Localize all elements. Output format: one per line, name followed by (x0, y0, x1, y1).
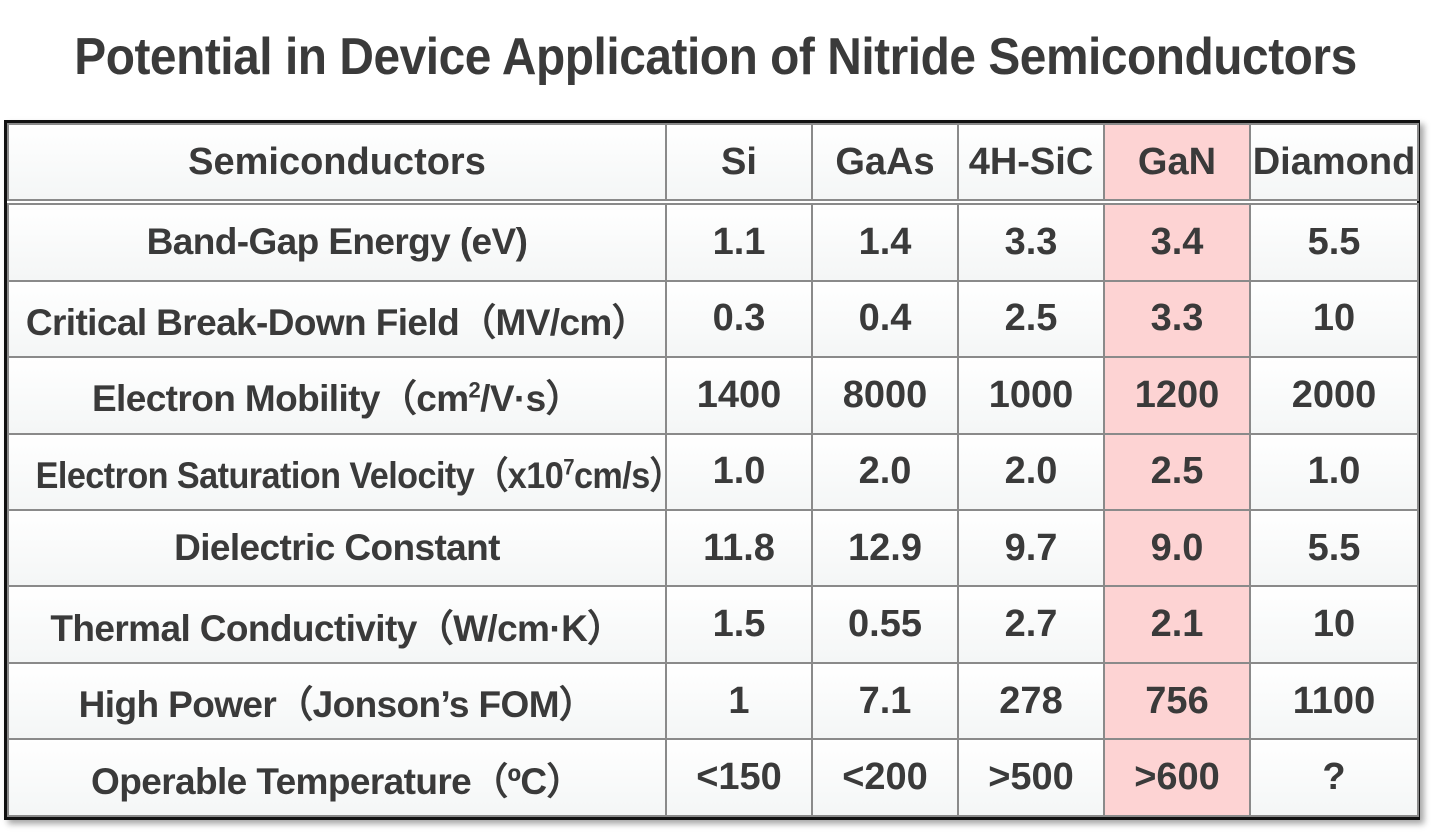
row-label-unit: cm/s） (573, 454, 664, 496)
cell-gaas: 2.0 (811, 432, 959, 511)
cell-gan: 3.3 (1103, 279, 1251, 359)
row-label: High Power（Jonson’s FOM） (7, 661, 667, 741)
row-label: Electron Saturation Velocity（x107cm/s） (7, 432, 667, 511)
table-row: Electron Saturation Velocity（x107cm/s）1.… (7, 432, 1419, 511)
cell-gan: 2.1 (1103, 585, 1251, 664)
cell-si: 1 (665, 661, 813, 741)
cell-si: 1.1 (665, 201, 813, 282)
row-label-main: Critical Break-Down Field（MV/cm） (25, 301, 649, 343)
column-header-gaas: GaAs (811, 123, 959, 205)
row-label-unit: /V·s） (480, 378, 583, 420)
row-label-main: Thermal Conductivity（W/cm·K） (50, 607, 624, 649)
cell-diamond: 1100 (1249, 661, 1419, 741)
table-row: Operable Temperature（ºC） <150 <200 >500 >600… (7, 738, 1419, 817)
cell-4h-sic: 2.5 (957, 279, 1105, 359)
row-label: Operable Temperature（ºC） (7, 738, 667, 817)
cell-gaas: <200 (811, 738, 959, 817)
row-label-main: High Power（Jonson’s FOM） (78, 684, 596, 726)
cell-4h-sic: 278 (957, 661, 1105, 741)
cell-4h-sic: 2.7 (957, 585, 1105, 664)
row-label-superscript: 7 (563, 454, 574, 480)
row-label-main: Dielectric Constant (174, 527, 500, 569)
row-label-main: Band-Gap Energy (eV) (146, 221, 528, 263)
cell-gan: 9.0 (1103, 508, 1251, 588)
row-label-superscript: 2 (468, 377, 481, 403)
cell-4h-sic: >500 (957, 738, 1105, 817)
table-row: Dielectric Constant 11.8 12.9 9.7 9.0 5.5 (7, 508, 1419, 588)
cell-diamond: 10 (1249, 279, 1419, 359)
row-label-text: Operable Temperature（ºC） (91, 751, 584, 805)
table-row: Band-Gap Energy (eV) 1.1 1.4 3.3 3.4 5.5 (7, 201, 1419, 282)
table-row: Critical Break-Down Field（MV/cm） 0.3 0.4 2.… (7, 279, 1419, 359)
table-row: Thermal Conductivity（W/cm·K） 1.5 0.55 2.7 2.… (7, 585, 1419, 664)
row-label-main: Electron Saturation Velocity（x10 (35, 454, 564, 496)
cell-gaas: 0.55 (811, 585, 959, 664)
cell-gaas: 12.9 (811, 508, 959, 588)
page-title: Potential in Device Application of Nitri… (74, 28, 1357, 86)
column-header-si: Si (665, 123, 813, 205)
table-body: Band-Gap Energy (eV) 1.1 1.4 3.3 3.4 5.5 Criti… (7, 201, 1419, 817)
row-label-text: High Power（Jonson’s FOM） (79, 674, 596, 728)
row-label-text: Electron Saturation Velocity（x107cm/s） (35, 445, 664, 499)
comparison-table-frame: Semiconductors Si GaAs 4H-SiC GaN Diamon… (4, 120, 1420, 820)
cell-gan: 2.5 (1103, 432, 1251, 511)
cell-gaas: 8000 (811, 356, 959, 435)
cell-gan: >600 (1103, 738, 1251, 817)
row-label: Electron Mobility（cm2/V·s） (7, 356, 667, 435)
cell-si: <150 (665, 738, 813, 817)
cell-4h-sic: 9.7 (957, 508, 1105, 588)
comparison-table: Semiconductors Si GaAs 4H-SiC GaN Diamon… (7, 123, 1419, 817)
table-row: High Power（Jonson’s FOM） 1 7.1 278 756 1100 (7, 661, 1419, 741)
row-label: Band-Gap Energy (eV) (7, 201, 667, 282)
column-header-gan: GaN (1103, 123, 1251, 205)
cell-gaas: 7.1 (811, 661, 959, 741)
row-label-text: Dielectric Constant (174, 527, 500, 569)
cell-diamond: 2000 (1249, 356, 1419, 435)
cell-si: 1400 (665, 356, 813, 435)
cell-gan: 756 (1103, 661, 1251, 741)
table-row: Electron Mobility（cm2/V·s） 1400 8000 1000 12… (7, 356, 1419, 435)
row-label: Critical Break-Down Field（MV/cm） (7, 279, 667, 359)
cell-4h-sic: 1000 (957, 356, 1105, 435)
cell-4h-sic: 2.0 (957, 432, 1105, 511)
row-label-text: Thermal Conductivity（W/cm·K） (50, 598, 624, 652)
column-header-diamond: Diamond (1249, 123, 1419, 205)
cell-gan: 1200 (1103, 356, 1251, 435)
row-label-main: Operable Temperature（ºC） (91, 760, 584, 802)
row-label: Dielectric Constant (7, 508, 667, 588)
column-header-4h-sic: 4H-SiC (957, 123, 1105, 205)
cell-si: 1.0 (665, 432, 813, 511)
row-label: Thermal Conductivity（W/cm·K） (7, 585, 667, 664)
cell-si: 11.8 (665, 508, 813, 588)
cell-diamond: 5.5 (1249, 508, 1419, 588)
cell-diamond: ? (1249, 738, 1419, 817)
cell-si: 1.5 (665, 585, 813, 664)
cell-4h-sic: 3.3 (957, 201, 1105, 282)
row-label-text: Critical Break-Down Field（MV/cm） (25, 292, 649, 346)
cell-si: 0.3 (665, 279, 813, 359)
cell-diamond: 1.0 (1249, 432, 1419, 511)
cell-gaas: 0.4 (811, 279, 959, 359)
table-header-row: Semiconductors Si GaAs 4H-SiC GaN Diamon… (7, 123, 1419, 205)
cell-diamond: 10 (1249, 585, 1419, 664)
header-label: Semiconductors (7, 123, 667, 205)
cell-diamond: 5.5 (1249, 201, 1419, 282)
cell-gaas: 1.4 (811, 201, 959, 282)
cell-gan: 3.4 (1103, 201, 1251, 282)
row-label-text: Band-Gap Energy (eV) (147, 221, 528, 263)
row-label-text: Electron Mobility（cm2/V·s） (91, 368, 583, 422)
row-label-main: Electron Mobility（cm (91, 378, 469, 420)
